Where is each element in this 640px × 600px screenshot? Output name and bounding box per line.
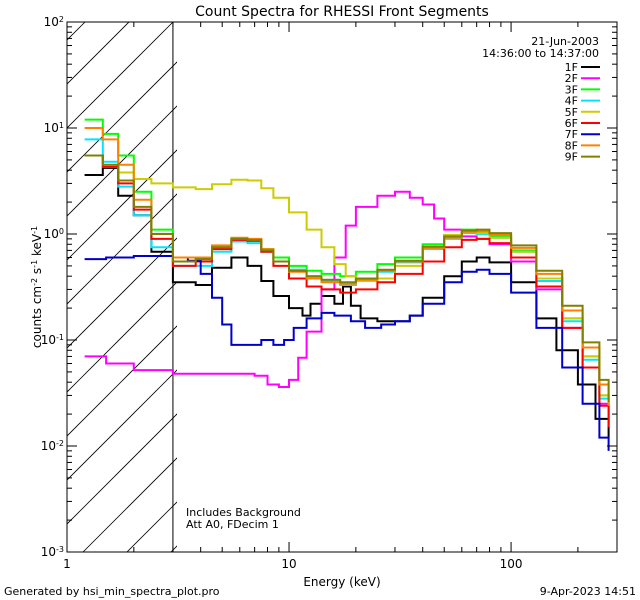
y-tick-label: 100 <box>44 227 64 242</box>
series-line-2F <box>84 190 610 425</box>
legend-label-2F: 2F <box>565 72 578 85</box>
footer-timestamp: 9-Apr-2023 14:51 <box>540 585 636 598</box>
footer-generated-by: Generated by hsi_min_spectra_plot.pro <box>4 585 220 598</box>
hatch-line <box>67 149 177 261</box>
hatch-line <box>67 325 177 437</box>
series-line-1F <box>84 166 610 438</box>
y-tick-label: 10-2 <box>41 439 64 454</box>
x-tick-label: 100 <box>500 557 523 571</box>
series-line-6F <box>84 154 610 428</box>
x-axis-label: Energy (keV) <box>303 575 380 589</box>
y-tick-label: 10-3 <box>41 545 64 560</box>
plot-frame <box>66 21 618 553</box>
chart-title: Count Spectra for RHESSI Front Segments <box>195 4 489 20</box>
legend-label-8F: 8F <box>565 139 578 152</box>
legend-label-4F: 4F <box>565 95 578 108</box>
legend-label-7F: 7F <box>565 128 578 141</box>
hatch-line <box>67 193 177 305</box>
hatch-line <box>82 457 177 552</box>
y-tick-label: 10-1 <box>41 333 64 348</box>
legend-label-9F: 9F <box>565 151 578 164</box>
legend-label-6F: 6F <box>565 117 578 130</box>
series-line-4F <box>84 138 610 419</box>
series-line-7F <box>84 255 610 451</box>
x-tick-label: 1 <box>63 557 71 571</box>
annotation-attenuator: Att A0, FDecim 1 <box>186 518 279 531</box>
legend-label-5F: 5F <box>565 106 578 119</box>
legend-label-3F: 3F <box>565 83 578 96</box>
series-line-9F <box>84 154 610 402</box>
annotation-background: Includes Background <box>186 506 301 519</box>
y-tick-label: 102 <box>44 15 64 30</box>
hatch-line <box>67 369 177 481</box>
y-axis-label: counts cm-2 s-1 keV-1 <box>30 226 45 348</box>
hatch-line <box>67 22 130 85</box>
y-tick-label: 101 <box>44 121 64 136</box>
hatch-line <box>0 0 111 552</box>
legend-label-1F: 1F <box>565 61 578 74</box>
date-label: 21-Jun-2003 <box>531 35 599 48</box>
time-label: 14:36:00 to 14:37:00 <box>482 47 599 60</box>
hatch-line <box>67 413 177 525</box>
hatch-line <box>67 281 177 393</box>
x-tick-label: 10 <box>281 557 296 571</box>
hatch-line <box>67 22 174 129</box>
